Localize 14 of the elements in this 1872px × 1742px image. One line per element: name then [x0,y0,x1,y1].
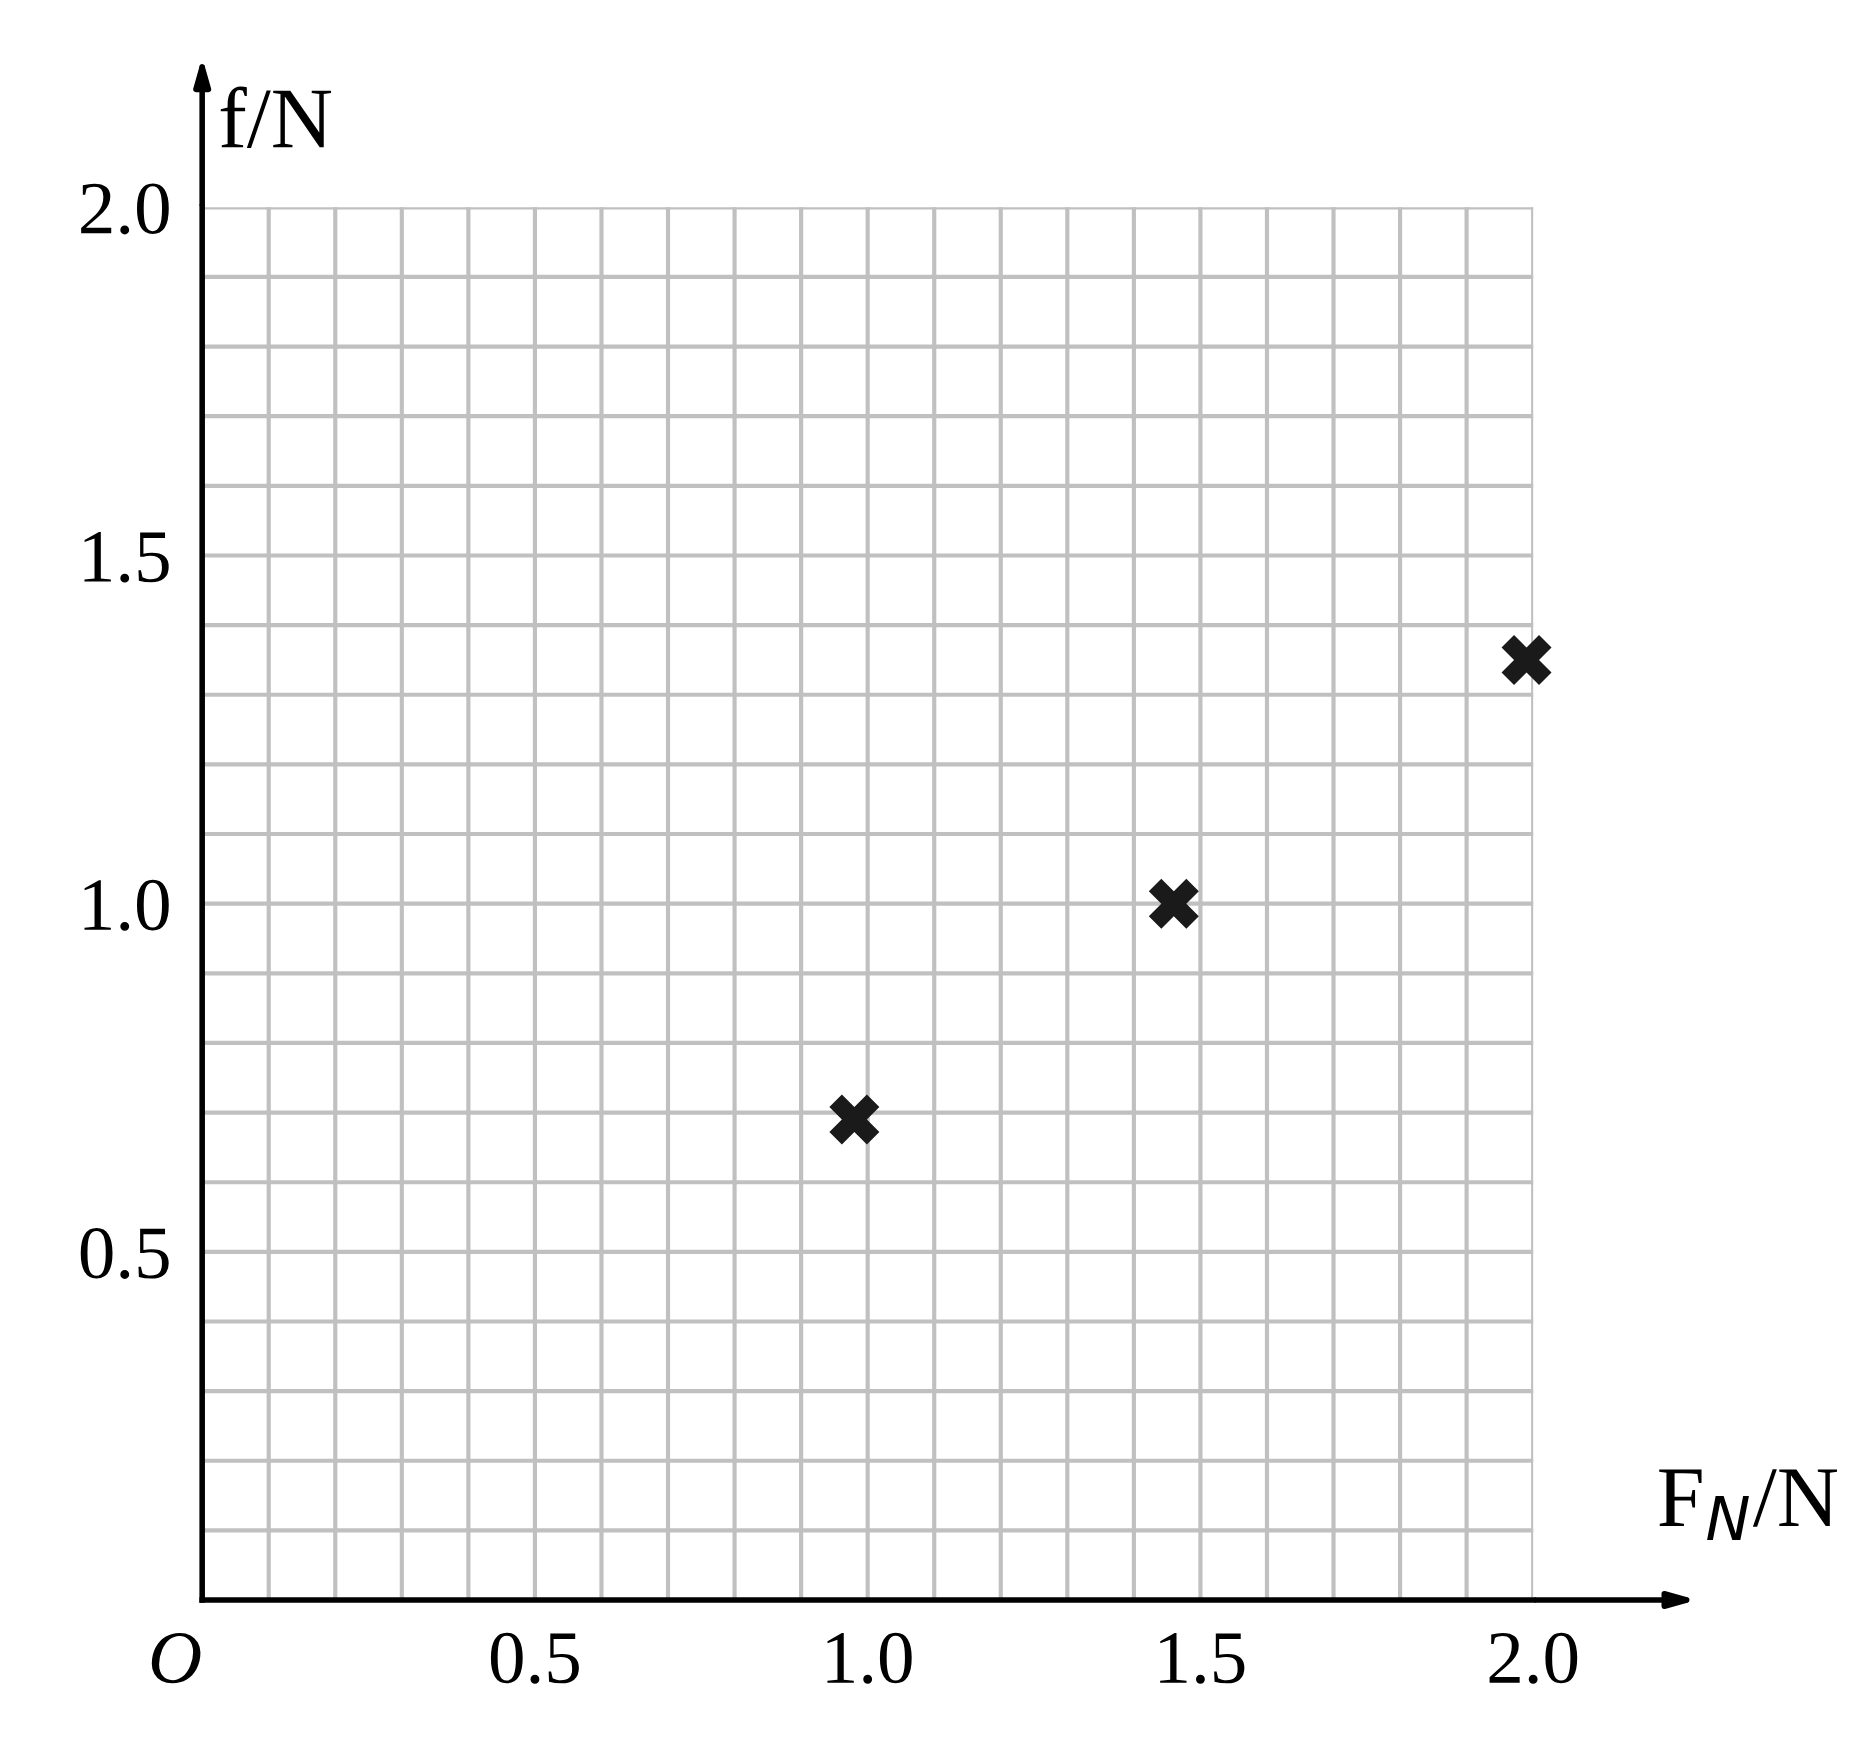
y-tick-label: 0.5 [80,1227,169,1279]
y-tick-label: 1.5 [84,531,169,583]
x-axis-title: F$_{N}$/N [1659,1469,1838,1541]
point [829,1094,880,1145]
x-tick-label: 0.5 [490,1632,579,1684]
y-tick-label: 1.0 [84,879,169,931]
x-tick-label: 1.5 [1160,1633,1245,1684]
y-tick-label: 2.0 [81,183,169,235]
x-tick-label: 2.0 [1489,1632,1578,1684]
x-tick-label: 1.0 [827,1632,912,1684]
y-axis-title: f/N [220,86,331,149]
point [1148,878,1199,929]
x-tick-label: O [151,1632,201,1684]
point [1501,634,1552,685]
